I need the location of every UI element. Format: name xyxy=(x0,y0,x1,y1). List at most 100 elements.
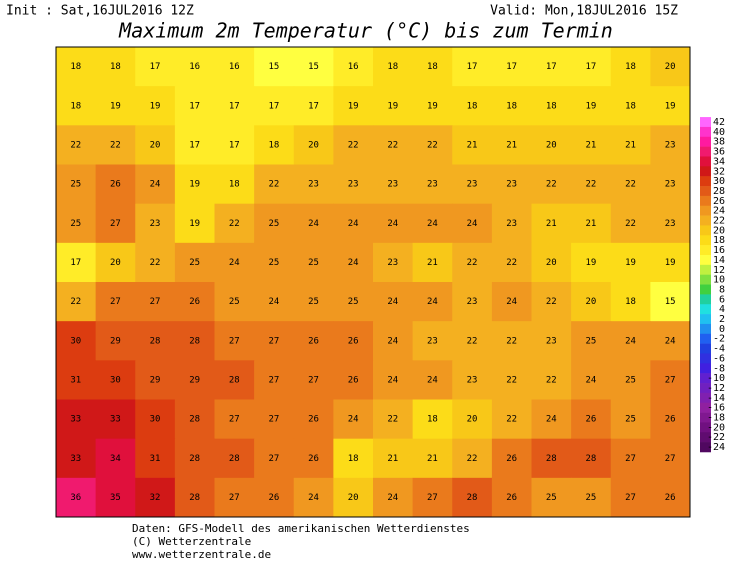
field-value: 17 xyxy=(150,62,161,72)
field-value: 20 xyxy=(467,415,478,425)
field-cell xyxy=(452,242,493,283)
field-cell xyxy=(650,438,691,479)
field-value: 22 xyxy=(625,180,636,190)
field-cell xyxy=(333,203,374,244)
field-value: 18 xyxy=(467,101,478,111)
field-value: 22 xyxy=(269,180,280,190)
legend-swatch xyxy=(700,254,711,266)
legend-label: 10 xyxy=(713,275,725,286)
field-value: 25 xyxy=(586,336,597,346)
field-value: 18 xyxy=(427,415,438,425)
field-cell xyxy=(214,47,255,87)
field-cell xyxy=(56,86,97,126)
field-cell xyxy=(135,360,176,400)
field-cell xyxy=(95,125,136,165)
field-cell xyxy=(333,125,374,165)
field-cell xyxy=(373,360,414,400)
field-cell xyxy=(333,47,374,87)
field-cell xyxy=(373,321,414,361)
field-value: 19 xyxy=(665,258,676,268)
field-value: 18 xyxy=(625,62,636,72)
field-value: 23 xyxy=(665,180,676,190)
legend-label: -12 xyxy=(707,383,725,394)
field-cell xyxy=(56,321,97,361)
field-value: 22 xyxy=(506,375,517,385)
field-cell xyxy=(293,242,334,283)
legend: 424038363432302826242220181614121086420-… xyxy=(700,117,725,453)
legend-swatch xyxy=(700,333,711,344)
field-cell xyxy=(412,242,453,283)
field-value: 28 xyxy=(189,493,200,503)
field-cell xyxy=(412,438,453,479)
legend-label: 38 xyxy=(713,137,725,148)
field-value: 24 xyxy=(586,375,597,385)
field-value: 22 xyxy=(506,258,517,268)
field-cell xyxy=(174,360,215,400)
field-cell xyxy=(412,164,453,205)
field-value: 25 xyxy=(625,375,636,385)
field-cell xyxy=(293,86,334,126)
field-value: 23 xyxy=(467,375,478,385)
field-value: 22 xyxy=(467,258,478,268)
legend-swatch xyxy=(700,363,711,374)
field-cell xyxy=(254,360,295,400)
legend-swatch xyxy=(700,205,711,216)
field-cell xyxy=(452,86,493,126)
field-value: 17 xyxy=(586,62,597,72)
field-cell xyxy=(254,282,295,322)
legend-swatch xyxy=(700,186,711,197)
field-cell xyxy=(333,242,374,283)
field-cell xyxy=(56,438,97,479)
legend-label: -24 xyxy=(707,442,725,453)
legend-swatch xyxy=(700,274,711,285)
field-cell xyxy=(531,438,572,479)
field-cell xyxy=(650,477,691,518)
field-value: 21 xyxy=(625,140,636,150)
field-cell xyxy=(610,242,651,283)
field-value: 20 xyxy=(586,297,597,307)
field-cell xyxy=(135,477,176,518)
field-value: 27 xyxy=(110,297,121,307)
field-value: 27 xyxy=(665,375,676,385)
field-cell xyxy=(214,477,255,518)
field-value: 18 xyxy=(387,62,398,72)
field-cell xyxy=(254,242,295,283)
legend-swatch xyxy=(700,126,711,138)
field-value: 28 xyxy=(586,454,597,464)
field-value: 27 xyxy=(308,375,319,385)
field-value: 18 xyxy=(110,62,121,72)
field-cell xyxy=(531,164,572,205)
field-cell xyxy=(254,399,295,440)
legend-label: 14 xyxy=(713,255,725,266)
field-cell xyxy=(214,203,255,244)
field-cell xyxy=(174,164,215,205)
field-value: 25 xyxy=(625,415,636,425)
legend-swatch xyxy=(700,225,711,236)
field-value: 24 xyxy=(427,297,438,307)
field-cell xyxy=(373,242,414,283)
field-value: 26 xyxy=(348,375,359,385)
field-cell xyxy=(293,321,334,361)
field-cell xyxy=(452,399,493,440)
field-cell xyxy=(333,164,374,205)
field-cell xyxy=(412,321,453,361)
field-value: 29 xyxy=(150,375,161,385)
field-value: 16 xyxy=(348,62,359,72)
field-value: 19 xyxy=(189,180,200,190)
field-value: 24 xyxy=(625,336,636,346)
field-cell xyxy=(531,477,572,518)
field-value: 17 xyxy=(269,101,280,111)
legend-label: 24 xyxy=(713,206,725,217)
field-cell xyxy=(293,47,334,87)
field-cell xyxy=(571,321,612,361)
field-value: 22 xyxy=(110,140,121,150)
field-value: 21 xyxy=(586,219,597,229)
field-value: 25 xyxy=(70,180,81,190)
field-value: 27 xyxy=(229,336,240,346)
field-value: 24 xyxy=(348,415,359,425)
legend-label: -10 xyxy=(707,373,725,384)
field-cell xyxy=(214,282,255,322)
legend-swatch xyxy=(700,373,711,384)
field-value: 19 xyxy=(665,101,676,111)
